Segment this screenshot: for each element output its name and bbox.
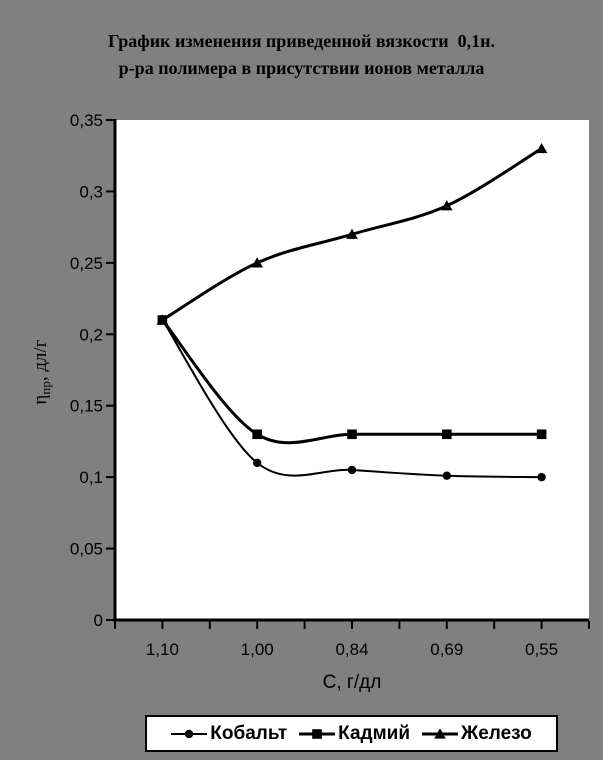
series-marker-triangle [251,257,263,268]
series-marker-square [347,429,357,440]
x-tick-label: 1,10 [146,640,179,659]
legend-label: Железо [461,722,532,744]
legend-item-triangle: Железо [422,723,532,745]
legend-item-square: Кадмий [299,723,410,745]
legend-item-circle: Кобальт [171,723,287,745]
series-marker-triangle [156,314,169,325]
legend-label: Кадмий [338,722,411,744]
series-marker-triangle [535,142,548,154]
y-tick-label: 0,25 [70,254,103,273]
x-tick-label: 0,84 [335,640,368,659]
chart-title-line1: График изменения приведенной вязкости 0,… [107,31,496,51]
y-tick-label: 0,05 [70,540,103,559]
series-line-circle [161,319,542,479]
series-marker-circle [253,458,262,468]
legend: Кобальт Кадмий Железо [145,715,558,752]
series-line-square [161,319,542,445]
x-tick-label: 1,00 [241,640,274,659]
legend-label: Кобальт [210,722,288,744]
y-tick-label: 0,3 [79,182,103,201]
y-tick-label: 0,35 [70,111,103,130]
series-marker-circle [442,471,451,480]
series-marker-square [442,429,452,440]
series-marker-circle [347,465,357,475]
series-marker-circle [537,472,546,482]
series-marker-square [536,429,547,440]
y-tick-label: 0,15 [70,397,103,416]
circle-marker-icon [171,729,208,738]
chart-title: График изменения приведенной вязкости 0,… [0,28,603,82]
series-marker-triangle [346,228,358,239]
series-marker-triangle [441,200,453,211]
square-marker-icon [299,728,336,739]
y-tick-label: 0,1 [79,468,103,487]
chart-title-line2: р-ра полимера в присутствии ионов металл… [118,58,485,78]
triangle-marker-icon [422,727,459,739]
x-tick-label: 0,55 [525,640,558,659]
y-tick-label: 0,2 [79,325,103,344]
x-tick-label: 0,69 [430,640,463,659]
plot-background [115,120,589,620]
series-marker-square [252,429,262,440]
x-axis-title: С, г/дл [323,672,382,693]
y-axis-title: ηпр, дл/г [30,339,53,404]
y-tick-label: 0 [94,611,103,630]
